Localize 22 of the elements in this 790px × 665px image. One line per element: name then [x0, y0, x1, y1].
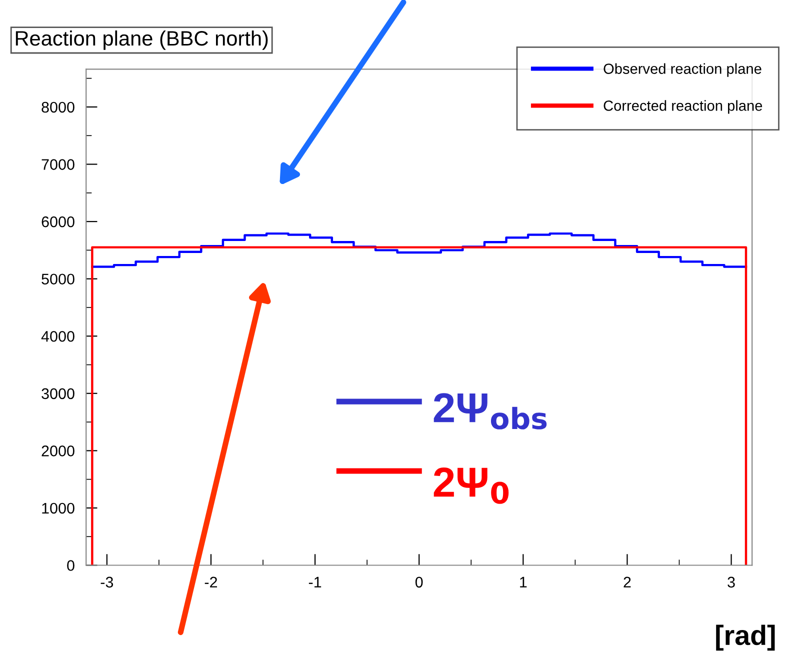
y-tick-label: 6000 — [42, 216, 74, 228]
x-tick-label: -3 — [100, 576, 114, 588]
annotation: 2Ψ$_{obs}$ — [434, 393, 547, 430]
y-tick-label: 0 — [67, 560, 74, 571]
y-tick-label: 7000 — [42, 159, 74, 170]
legend-label: Observed reaction plane — [604, 63, 762, 77]
chart-title: Reaction plane (BBC north) — [16, 30, 268, 50]
x-tick-label: -1 — [308, 576, 322, 588]
y-tick-label: 1000 — [42, 502, 74, 514]
x-tick-label: 1 — [520, 576, 527, 588]
legend-label: Corrected reaction plane — [604, 100, 762, 114]
y-tick-label: 2000 — [42, 446, 74, 456]
y-tick-label: 5000 — [42, 274, 74, 285]
x-tick-label: 2 — [624, 576, 631, 588]
x-tick-label: 0 — [415, 576, 423, 588]
y-tick-label: 4000 — [41, 330, 74, 342]
annotation: 2Ψ$_{0}$ — [434, 467, 509, 504]
x-tick-label: 3 — [728, 576, 735, 588]
x-axis-title: [rad] — [716, 624, 775, 651]
x-tick-label: -2 — [204, 576, 218, 588]
y-tick-label: 3000 — [42, 388, 74, 400]
y-tick-label: 8000 — [42, 102, 74, 113]
